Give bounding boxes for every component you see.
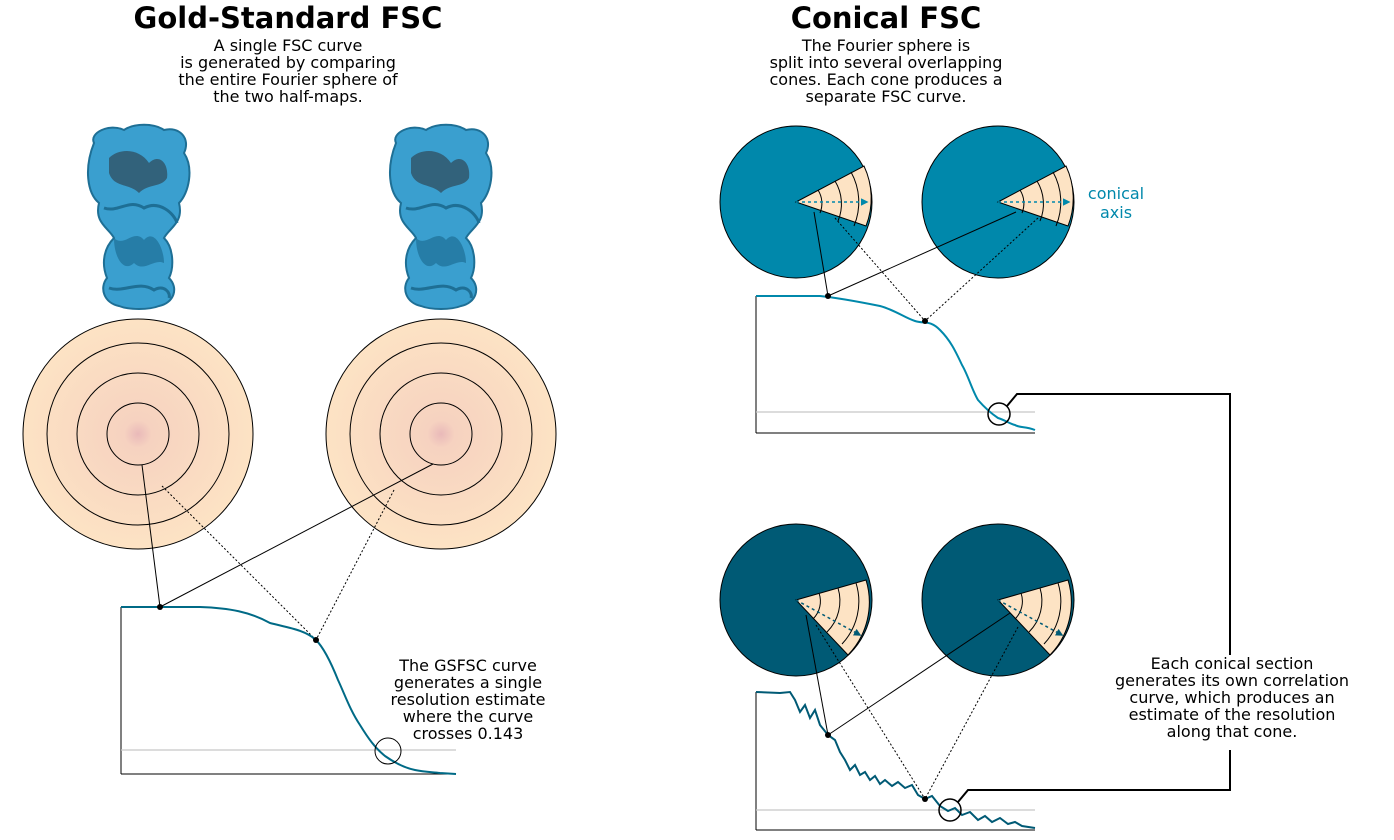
- left-connectors: [141, 463, 434, 641]
- left-note: The GSFSC curve generates a single resol…: [390, 656, 546, 743]
- fourier-sphere-1: [22, 318, 254, 550]
- cfsc-plot-bottom: [755, 690, 1036, 831]
- cfsc-curve-bottom: [755, 690, 1036, 829]
- gsfsc-point-2: [313, 637, 319, 643]
- fourier-sphere-2: [325, 318, 557, 550]
- left-description: A single FSC curve is generated by compa…: [178, 36, 398, 106]
- gsfsc-crossing-marker: [374, 737, 402, 765]
- cone-sphere-1: [719, 125, 873, 279]
- gsfsc-plot: [120, 604, 457, 775]
- cfsc-plot-top: [755, 293, 1036, 434]
- gsfsc-point-1: [157, 604, 163, 610]
- right-bottom-connectors: [805, 612, 1019, 800]
- right-top-connectors: [813, 211, 1039, 322]
- half-map-2: [389, 123, 493, 310]
- bracket-connector: [957, 393, 1231, 803]
- gsfsc-curve: [121, 606, 457, 775]
- cone-sphere-3: [719, 523, 873, 677]
- left-title: Gold-Standard FSC: [133, 1, 443, 35]
- cfsc-curve-top: [756, 295, 1036, 431]
- half-map-1: [87, 123, 191, 310]
- conical-axis-label-1: conical: [1088, 184, 1144, 203]
- right-title: Conical FSC: [790, 1, 982, 35]
- right-description: The Fourier sphere is split into several…: [769, 36, 1003, 106]
- cone-sphere-2: [921, 125, 1075, 279]
- right-note: Each conical section generates its own c…: [1082, 655, 1382, 740]
- cone-sphere-4: [921, 523, 1075, 677]
- conical-axis-label-2: axis: [1100, 203, 1132, 222]
